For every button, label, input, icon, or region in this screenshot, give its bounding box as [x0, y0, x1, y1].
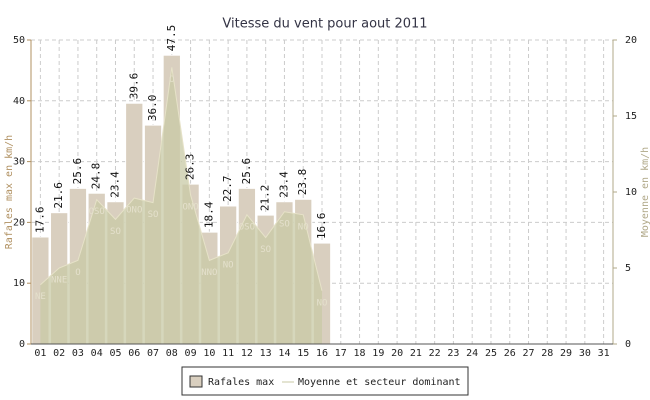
x-tick-label: 04 — [91, 348, 103, 359]
x-tick-label: 11 — [222, 348, 234, 359]
x-tick-label: 21 — [410, 348, 422, 359]
x-tick-label: 16 — [316, 348, 328, 359]
direction-label: OSO — [239, 222, 255, 232]
line — [40, 67, 323, 291]
data-label: 21.6 — [52, 182, 65, 209]
data-label: 17.6 — [33, 206, 46, 233]
direction-label: NO — [223, 260, 234, 270]
x-tick-label: 19 — [372, 348, 384, 359]
x-tick-label: 13 — [260, 348, 272, 359]
direction-label: ONO — [182, 203, 198, 213]
y-tick-label: 10 — [13, 278, 25, 289]
y2-axis-label: Moyenne en km/h — [640, 147, 650, 237]
y-tick-label: 0 — [19, 339, 25, 350]
direction-label: NO — [317, 298, 328, 308]
y2-tick-label: 15 — [625, 111, 637, 122]
data-label: 23.4 — [277, 171, 290, 198]
chart-title: Vitesse du vent pour aout 2011 — [222, 17, 427, 32]
x-tick-label: 10 — [203, 348, 215, 359]
y2-tick-label: 20 — [625, 35, 637, 46]
x-tick-label: 09 — [185, 348, 197, 359]
x-tick-label: 02 — [53, 348, 65, 359]
y2-tick-label: 5 — [625, 263, 631, 274]
data-label: 26.3 — [184, 154, 197, 181]
x-tick-label: 31 — [598, 348, 610, 359]
x-tick-label: 07 — [147, 348, 159, 359]
legend-label: Moyenne et secteur dominant — [298, 377, 461, 388]
direction-label: O — [75, 268, 80, 278]
x-tick-label: 22 — [429, 348, 441, 359]
x-tick-label: 08 — [166, 348, 178, 359]
direction-label: NE — [35, 292, 46, 302]
legend-label: Rafales max — [208, 377, 274, 388]
data-label: 25.6 — [71, 158, 84, 185]
data-label: 39.6 — [127, 73, 140, 100]
x-tick-label: 15 — [297, 348, 309, 359]
direction-label: NNO — [201, 268, 217, 278]
direction-label: SO — [110, 227, 121, 237]
x-tick-label: 29 — [560, 348, 572, 359]
y-tick-label: 20 — [13, 217, 25, 228]
data-label: 24.8 — [90, 163, 103, 190]
direction-label: ONO — [126, 206, 142, 216]
data-label: 23.8 — [296, 169, 309, 196]
y-tick-label: 30 — [13, 157, 25, 168]
x-tick-label: 18 — [354, 348, 366, 359]
x-tick-label: 26 — [504, 348, 516, 359]
x-tick-label: 23 — [447, 348, 459, 359]
direction-label: SO — [279, 219, 290, 229]
x-tick-label: 28 — [541, 348, 553, 359]
x-tick-label: 27 — [522, 348, 534, 359]
x-tick-label: 12 — [241, 348, 253, 359]
data-label: 21.2 — [259, 185, 272, 212]
x-tick-label: 25 — [485, 348, 497, 359]
y2-tick-label: 10 — [625, 187, 637, 198]
area — [40, 67, 323, 345]
x-tick-label: 05 — [109, 348, 121, 359]
x-tick-label: 01 — [34, 348, 46, 359]
data-label: 25.6 — [240, 158, 253, 185]
direction-label: NNE — [51, 276, 67, 286]
x-tick-label: 03 — [72, 348, 84, 359]
direction-label: SO — [148, 210, 159, 220]
legend-swatch — [189, 375, 203, 388]
direction-label: NO — [298, 222, 309, 232]
data-label: 36.0 — [146, 95, 159, 122]
data-label: 18.4 — [202, 201, 215, 228]
x-tick-label: 24 — [466, 348, 478, 359]
direction-label: O — [169, 75, 174, 85]
x-tick-label: 17 — [335, 348, 347, 359]
legend-box — [181, 366, 469, 396]
y-tick-label: 40 — [13, 96, 25, 107]
direction-label: SO — [260, 245, 271, 255]
data-label: 22.7 — [221, 175, 234, 202]
x-tick-label: 14 — [278, 348, 290, 359]
data-label: 47.5 — [165, 25, 178, 52]
x-tick-label: 30 — [579, 348, 591, 359]
x-tick-label: 20 — [391, 348, 403, 359]
y2-tick-label: 0 — [625, 339, 631, 350]
data-label: 23.4 — [108, 171, 121, 198]
x-tick-label: 06 — [128, 348, 140, 359]
y-axis-label: Rafales max en km/h — [4, 135, 15, 249]
y-tick-label: 50 — [13, 35, 25, 46]
data-label: 16.6 — [315, 213, 328, 240]
direction-label: OSO — [89, 207, 105, 217]
